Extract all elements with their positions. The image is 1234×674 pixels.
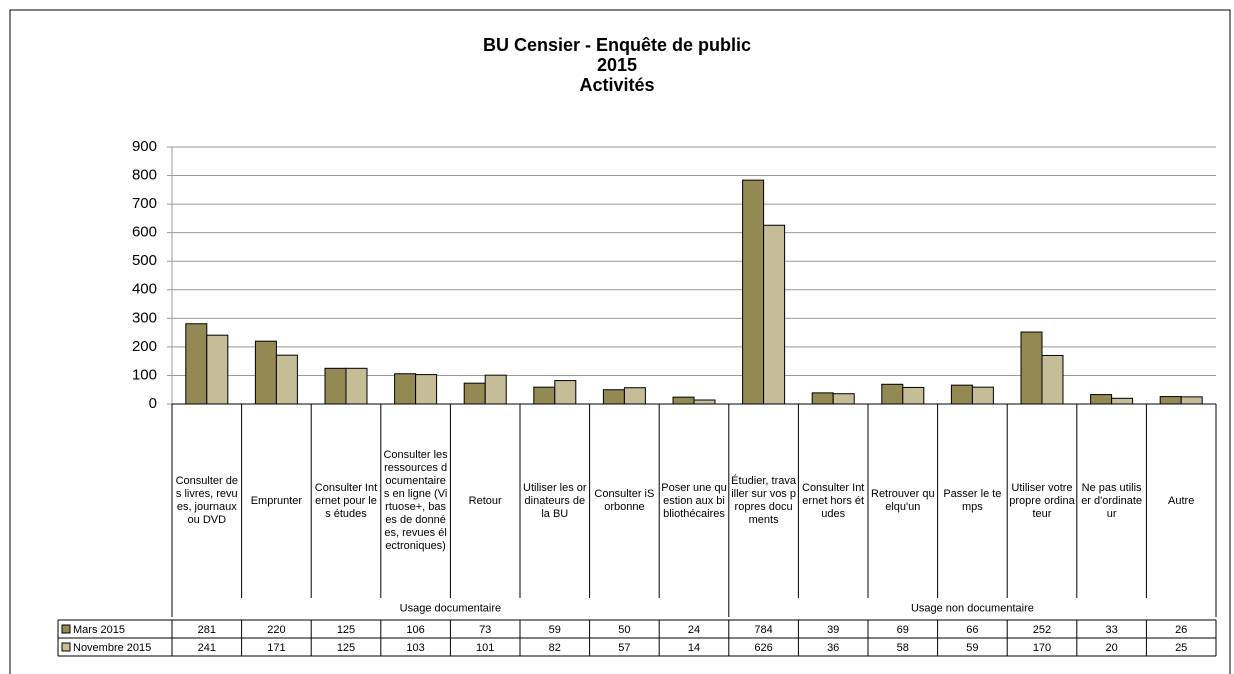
y-tick-label: 0 — [149, 395, 157, 412]
x-tick-label: Étudier, travailler sur vos propres docu… — [731, 475, 796, 526]
chart-title: Activités — [579, 75, 654, 95]
table-value: 281 — [198, 624, 216, 636]
x-tick-label: Emprunter — [250, 494, 303, 507]
table-value: 66 — [966, 624, 978, 636]
x-tick-label: Passer le temps — [943, 488, 1002, 513]
x-tick-label: Ne pas utiliser d'ordinateur — [1081, 481, 1142, 520]
table-value: 125 — [337, 624, 355, 636]
bar — [763, 224, 786, 405]
table-value: 101 — [476, 642, 494, 654]
bar — [185, 323, 208, 405]
table-value: 106 — [406, 624, 424, 636]
table-value: 26 — [1175, 624, 1187, 636]
bar — [254, 340, 277, 405]
bar — [1180, 396, 1203, 405]
group-label: Usage non documentaire — [911, 602, 1034, 614]
x-tick-label: Poser une question aux bibliothécaires — [661, 481, 727, 520]
x-tick-label: Autre — [1168, 494, 1195, 507]
table-value: 220 — [267, 624, 285, 636]
legend-swatch — [61, 624, 71, 634]
bar — [971, 386, 994, 405]
bar — [394, 373, 417, 405]
y-tick-label: 700 — [132, 195, 157, 212]
table-value: 626 — [754, 642, 772, 654]
table-value: 171 — [267, 642, 285, 654]
bar — [881, 383, 904, 405]
y-tick-label: 300 — [132, 309, 157, 326]
chart-title: 2015 — [597, 55, 637, 75]
table-value: 59 — [549, 624, 561, 636]
bar — [275, 354, 298, 405]
bar — [554, 380, 577, 405]
y-tick-label: 900 — [132, 138, 157, 155]
y-tick-label: 200 — [132, 338, 157, 355]
bar — [950, 384, 973, 405]
table-value: 252 — [1033, 624, 1051, 636]
bar — [1041, 354, 1064, 405]
legend-label: Novembre 2015 — [73, 642, 151, 654]
bar — [345, 367, 368, 405]
y-tick-label: 500 — [132, 252, 157, 269]
bar — [484, 374, 507, 405]
bar — [1020, 331, 1043, 405]
bar — [206, 334, 229, 405]
group-label: Usage documentaire — [400, 602, 502, 614]
table-value: 20 — [1105, 642, 1117, 654]
y-tick-label: 800 — [132, 167, 157, 184]
x-tick-label: Consulter Internet hors études — [802, 481, 865, 520]
bar — [832, 393, 855, 405]
bar — [742, 179, 765, 405]
table-value: 73 — [479, 624, 491, 636]
table-value: 36 — [827, 642, 839, 654]
bar — [1090, 394, 1113, 405]
x-tick-label: Utiliser votre propre ordinateur — [1009, 481, 1075, 520]
bar — [463, 382, 486, 405]
bar — [602, 389, 625, 405]
table-value: 69 — [897, 624, 909, 636]
bar — [672, 396, 695, 405]
table-value: 14 — [688, 642, 700, 654]
x-tick-label: Consulter Internet pour les études — [314, 481, 378, 520]
table-value: 241 — [198, 642, 216, 654]
table-value: 58 — [897, 642, 909, 654]
x-tick-label: Utiliser les ordinateurs de la BU — [523, 481, 587, 520]
table-value: 33 — [1105, 624, 1117, 636]
table-value: 125 — [337, 642, 355, 654]
chart-title: BU Censier - Enquête de public — [483, 35, 751, 55]
y-tick-label: 100 — [132, 366, 157, 383]
table-value: 39 — [827, 624, 839, 636]
bar — [623, 387, 646, 405]
bar — [1159, 396, 1182, 405]
x-tick-label: Retour — [468, 494, 502, 507]
y-tick-label: 600 — [132, 224, 157, 241]
x-tick-label: Consulter iSorbonne — [594, 488, 655, 513]
bar — [902, 386, 925, 405]
table-value: 82 — [549, 642, 561, 654]
x-tick-label: Consulter des livres, revues, journaux o… — [175, 475, 238, 526]
table-value: 24 — [688, 624, 700, 636]
bar — [415, 374, 438, 405]
table-value: 57 — [618, 642, 630, 654]
x-tick-label: Retrouver quelqu'un — [871, 488, 935, 513]
table-value: 784 — [754, 624, 772, 636]
chart-border — [9, 9, 1231, 674]
table-value: 103 — [406, 642, 424, 654]
bar — [533, 386, 556, 405]
table-value: 59 — [966, 642, 978, 654]
table-value: 170 — [1033, 642, 1051, 654]
y-tick-label: 400 — [132, 281, 157, 298]
legend-swatch — [61, 642, 71, 652]
legend-label: Mars 2015 — [73, 624, 125, 636]
bar — [811, 392, 834, 405]
table-value: 50 — [618, 624, 630, 636]
bar — [324, 367, 347, 405]
x-tick-label: Consulter les ressources documentaires e… — [383, 449, 448, 552]
table-value: 25 — [1175, 642, 1187, 654]
